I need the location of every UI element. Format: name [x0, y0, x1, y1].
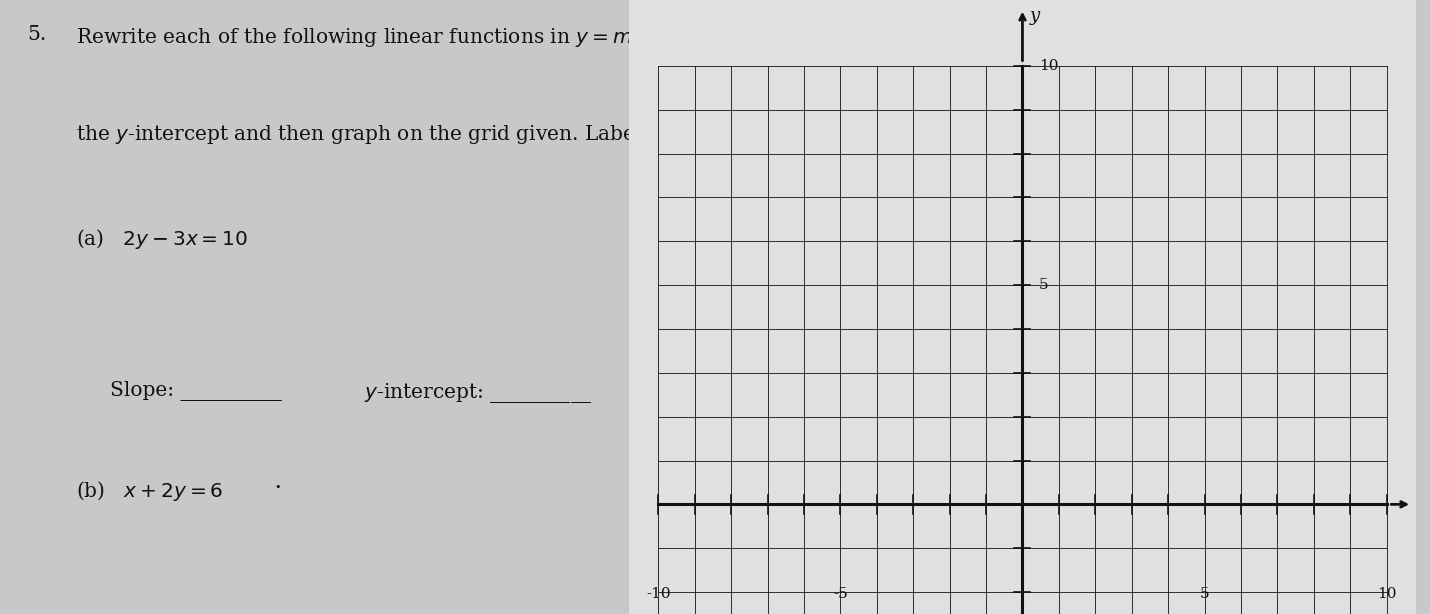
Text: (b)   $x + 2y = 6$: (b) $x + 2y = 6$ — [76, 479, 223, 503]
Text: 5: 5 — [1038, 278, 1048, 292]
Text: $y$-intercept: __________: $y$-intercept: __________ — [363, 381, 592, 405]
Text: 10: 10 — [1038, 59, 1058, 73]
Text: -5: -5 — [834, 587, 848, 601]
Text: (a)   $2y - 3x = 10$: (a) $2y - 3x = 10$ — [76, 227, 247, 251]
Text: •: • — [275, 482, 282, 492]
Text: Slope: __________: Slope: __________ — [110, 381, 282, 401]
Text: Rewrite each of the following linear functions in $y = mx + b$ (slope-intercept): Rewrite each of the following linear fun… — [76, 25, 971, 49]
Text: 10: 10 — [1377, 587, 1396, 601]
Text: 5.: 5. — [27, 25, 47, 44]
Text: the $y$-intercept and then graph on the grid given. Label each line with its ori: the $y$-intercept and then graph on the … — [76, 123, 1010, 146]
Text: y: y — [1030, 7, 1040, 25]
Text: -10: -10 — [646, 587, 671, 601]
Text: 5: 5 — [1200, 587, 1210, 601]
